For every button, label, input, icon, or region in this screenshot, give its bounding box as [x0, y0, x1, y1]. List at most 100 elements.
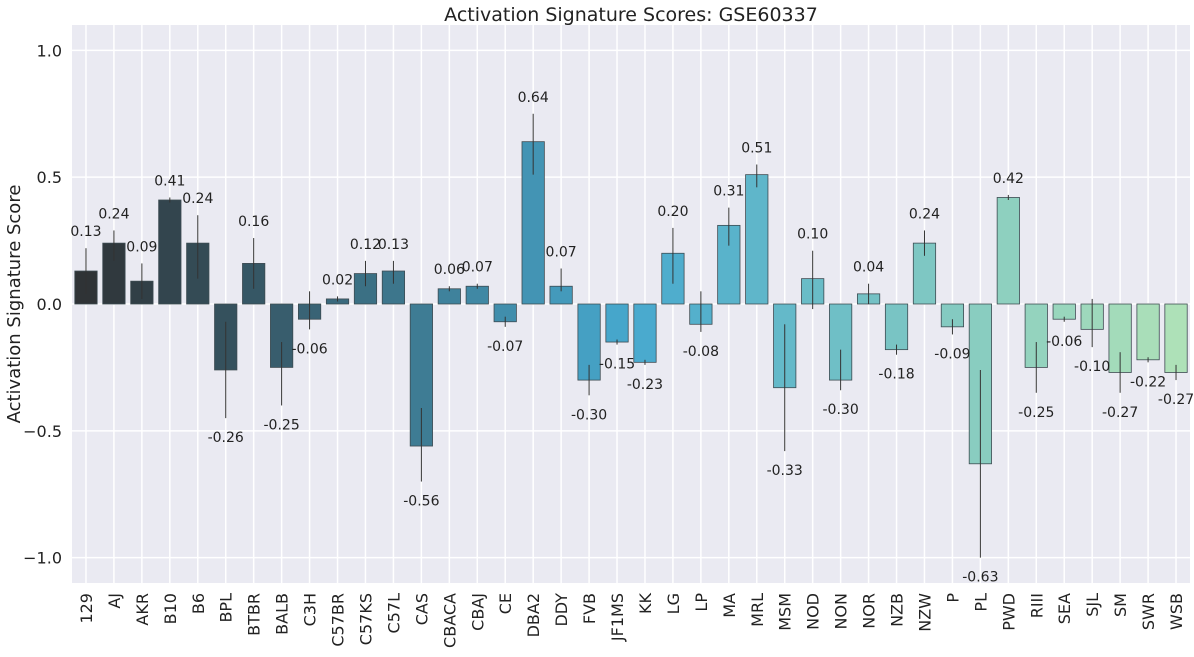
data-label: 0.42 [993, 171, 1024, 187]
data-label: 0.16 [238, 214, 269, 230]
data-label: 0.51 [741, 141, 772, 157]
data-label: 0.06 [434, 262, 465, 278]
data-label: -0.08 [683, 344, 719, 360]
data-label: -0.10 [1074, 359, 1110, 375]
bar-NZB [884, 303, 909, 351]
x-tick-label: LG [664, 593, 683, 614]
data-label: -0.23 [627, 377, 663, 393]
data-label: -0.07 [487, 339, 523, 355]
x-tick-label: MA [720, 593, 739, 618]
x-tick-label: NZB [888, 593, 907, 627]
y-tick-label: 0.0 [37, 295, 62, 314]
x-tick-label: C3H [301, 593, 320, 626]
data-label: -0.27 [1158, 392, 1194, 408]
bar-B10 [158, 199, 182, 305]
x-tick-label: C57L [384, 593, 403, 634]
error-bars [85, 113, 1177, 558]
data-label: 0.10 [797, 227, 828, 243]
x-tick-label: LP [692, 593, 711, 612]
data-labels: 0.13 0.24 0.09 0.41 0.24 -0.26 0.16 -0.25 -0.06 0… [70, 90, 1194, 586]
data-label: -0.06 [1046, 334, 1082, 350]
data-label: 0.07 [546, 244, 577, 260]
x-tick-label: DBA2 [524, 593, 543, 637]
data-label: -0.30 [571, 407, 607, 423]
x-tick-label: SJL [1083, 593, 1102, 617]
x-tick-label: MSM [776, 593, 795, 631]
data-label: 0.24 [182, 191, 213, 207]
x-tick-label: NON [832, 593, 851, 630]
data-label: 0.04 [853, 260, 884, 276]
x-tick-label: WSB [1167, 593, 1186, 630]
y-tick-label: 1.0 [37, 41, 62, 60]
x-tick-label: PL [971, 593, 990, 612]
x-tick-label: B6 [189, 593, 208, 614]
data-label: 0.13 [70, 224, 101, 240]
data-label: -0.56 [403, 494, 439, 510]
data-label: 0.13 [378, 237, 409, 253]
bar-CBAJ [465, 285, 489, 305]
x-tick-label: SWR [1139, 593, 1158, 630]
data-label: -0.25 [264, 417, 300, 433]
x-tick-label: NOD [804, 593, 823, 630]
x-tick-label: CAS [412, 593, 431, 625]
data-label: 0.41 [154, 173, 185, 189]
x-tick-label: CBAJ [468, 593, 487, 631]
x-tick-label: SM [1111, 593, 1130, 617]
data-label: -0.25 [1018, 405, 1054, 421]
x-tick-label: MRL [748, 593, 767, 627]
data-label: 0.31 [713, 184, 744, 200]
x-tick-label: AKR [133, 593, 152, 626]
data-label: 0.64 [518, 90, 549, 106]
x-tick-label: AJ [105, 593, 124, 609]
x-tick-label: NOR [860, 593, 879, 629]
data-label: 0.24 [909, 206, 940, 222]
chart-title: Activation Signature Scores: GSE60337 [444, 4, 818, 26]
bar-SWR [1136, 303, 1160, 361]
data-label: 0.24 [98, 206, 129, 222]
x-tick-label: BTBR [245, 593, 264, 636]
data-label: 0.02 [322, 272, 353, 288]
x-tick-label: BPL [217, 593, 236, 623]
y-tick-label: −0.5 [23, 422, 62, 441]
data-label: -0.26 [208, 430, 244, 446]
x-tick-label: BALB [273, 593, 292, 635]
bar-KK [633, 303, 657, 363]
x-tick-label: SEA [1055, 593, 1074, 624]
bar-WSB [1164, 303, 1188, 373]
bar-JF1MS [605, 303, 629, 343]
data-label: 0.09 [126, 239, 157, 255]
y-tick-label: 0.5 [37, 168, 62, 187]
data-label: -0.18 [878, 367, 914, 383]
x-tick-labels: 129 AJ AKR B10 B6 BPL BTBR BALB C3H C57BR C57KS C57… [77, 592, 1186, 647]
data-label: -0.15 [599, 357, 635, 373]
data-label: 0.07 [462, 260, 493, 276]
data-label: -0.30 [823, 402, 859, 418]
data-label: 0.12 [350, 237, 381, 253]
data-label: -0.63 [962, 570, 998, 586]
bar-MRL [745, 174, 769, 305]
data-label: -0.22 [1130, 374, 1166, 390]
x-tick-label: PWD [999, 593, 1018, 631]
data-label: -0.27 [1102, 405, 1138, 421]
x-tick-label: RIII [1027, 593, 1046, 618]
x-tick-label: C57KS [356, 593, 375, 645]
x-tick-label: B10 [161, 593, 180, 624]
data-label: -0.09 [934, 346, 970, 362]
data-label: -0.33 [767, 463, 803, 479]
x-tick-label: CE [496, 593, 515, 614]
x-tick-label: KK [636, 592, 655, 613]
bar-PWD [996, 197, 1020, 305]
x-tick-label: C57BR [329, 593, 348, 647]
x-tick-label: NZW [915, 593, 934, 632]
x-tick-label: CBACA [440, 593, 459, 648]
x-tick-label: JF1MS [608, 593, 627, 642]
y-tick-label: −1.0 [23, 549, 62, 568]
x-tick-label: 129 [77, 593, 96, 624]
x-tick-label: FVB [580, 593, 599, 624]
y-axis-label: Activation Signature Score [4, 185, 25, 424]
x-tick-label: DDY [552, 593, 571, 627]
y-tick-labels: −1.0 −0.5 0.0 0.5 1.0 [23, 41, 62, 567]
data-label: -0.06 [291, 341, 327, 357]
